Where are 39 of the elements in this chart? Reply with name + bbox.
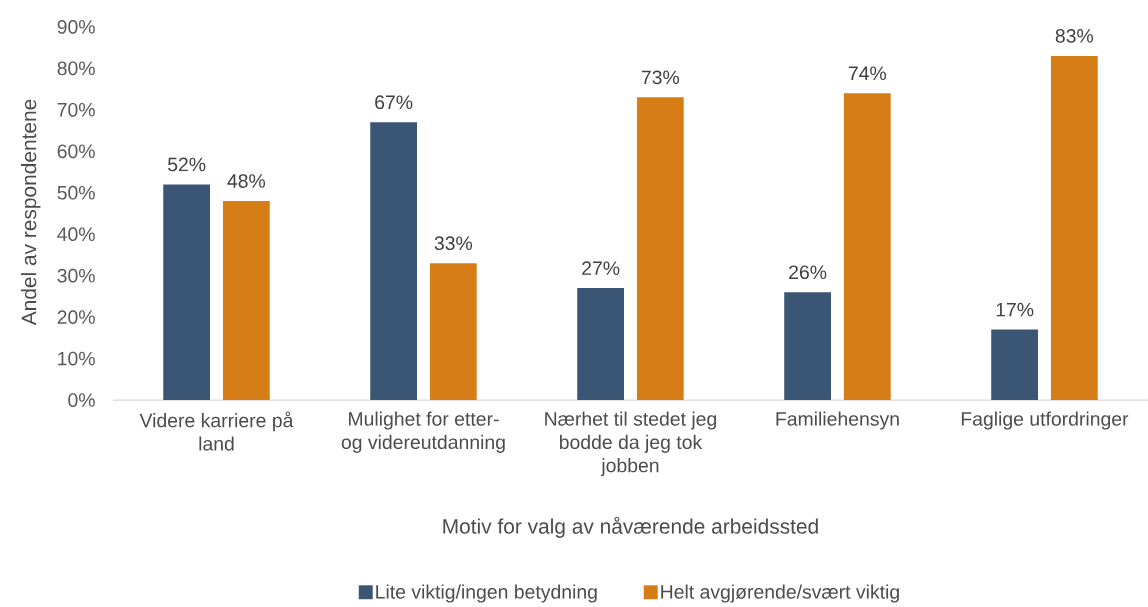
bar (577, 288, 625, 401)
bar (1050, 55, 1098, 401)
x-tick-label: Faglige utfordringer (961, 411, 1129, 430)
bar (163, 184, 211, 401)
y-tick-label: 20% (57, 310, 95, 324)
bar (784, 292, 831, 401)
y-tick-label: 10% (58, 351, 95, 366)
bar (222, 200, 270, 401)
data-label: 17% (996, 302, 1034, 317)
data-label: 73% (641, 70, 680, 85)
y-tick-label: 0% (68, 393, 95, 407)
y-tick-label: 50% (57, 185, 95, 200)
x-tick-label: Familiehensyn (776, 411, 899, 430)
data-label: 83% (1055, 28, 1094, 43)
y-tick-label: 60% (57, 144, 95, 159)
y-tick-label: 40% (57, 227, 95, 242)
data-label: 33% (434, 236, 473, 251)
y-tick-label: 70% (57, 102, 95, 117)
data-label: 27% (582, 261, 620, 275)
bar (370, 122, 418, 401)
bar (429, 263, 477, 401)
x-tick-label: Videre karriere på land (139, 411, 294, 451)
data-label: 52% (167, 157, 206, 172)
x-tick-label: Mulighet for etter- og videreutdanning (341, 411, 505, 453)
bar (991, 329, 1038, 401)
legend-label: Helt avgjørende/svært viktig (661, 584, 899, 603)
y-tick-label: 30% (57, 268, 95, 283)
y-tick-label: 80% (57, 61, 95, 76)
bar (843, 93, 891, 401)
data-label: 48% (227, 174, 266, 188)
legend-label: Lite viktig/ingen betydning (376, 584, 597, 603)
data-label: 74% (848, 66, 887, 81)
bar (636, 97, 684, 401)
x-axis-title: Motiv for valg av nåværende arbeidssted (443, 516, 818, 538)
x-tick-label: Nærhet til stedet jeg bodde da jeg tok jobben (545, 411, 717, 477)
data-label: 67% (375, 95, 413, 110)
y-axis-title: Andel av respondentene (20, 99, 41, 326)
y-tick-label: 90% (57, 19, 95, 34)
data-label: 26% (789, 265, 827, 280)
